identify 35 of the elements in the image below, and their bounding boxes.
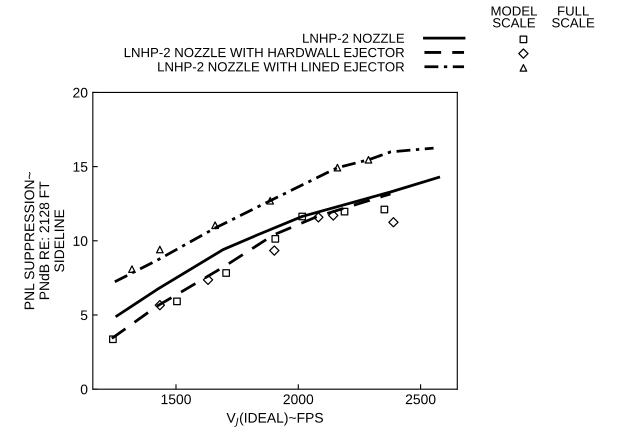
point (334, 164, 342, 172)
point (340, 208, 348, 216)
point (156, 246, 164, 254)
text: FULL SCALE (552, 6, 594, 28)
y-tick-label: 10 (74, 236, 88, 246)
x-axis-title: V$_{J}$(IDEAL)~FPS (226, 412, 323, 427)
x-tick-label: 1500 (162, 394, 191, 404)
y-tick-label: 15 (74, 162, 88, 172)
point (128, 265, 136, 274)
point (109, 335, 117, 344)
text: MODEL SCALE (492, 6, 537, 28)
point (266, 196, 274, 205)
point (154, 300, 166, 310)
point (269, 245, 280, 256)
point (298, 212, 306, 220)
line-series (113, 146, 435, 284)
point (271, 234, 280, 243)
point (364, 156, 372, 164)
point (380, 206, 388, 214)
y-tick-label: 5 (80, 310, 88, 320)
legend-label: LNHP-2 NOZZLE WITH LINED EJECTOR (158, 62, 404, 72)
x-tick-label: 2000 (284, 394, 314, 404)
y-axis-title: PNL SUPPRESSION~ PNdB RE: 2128 FT SIDELINE (24, 172, 64, 310)
legend-label: LNHP-2 NOZZLE WITH HARDWALL EJECTOR (124, 48, 404, 58)
x-tick-label: 2500 (406, 394, 436, 404)
y-tick-label: 0 (80, 384, 88, 394)
y-tick-label: 20 (73, 88, 88, 98)
point (202, 274, 214, 286)
point (211, 221, 220, 230)
point (328, 210, 338, 221)
point (313, 212, 324, 223)
point (388, 217, 399, 228)
legend-label: LNHP-2 NOZZLE (303, 34, 404, 43)
point (173, 297, 181, 306)
point (222, 269, 230, 277)
